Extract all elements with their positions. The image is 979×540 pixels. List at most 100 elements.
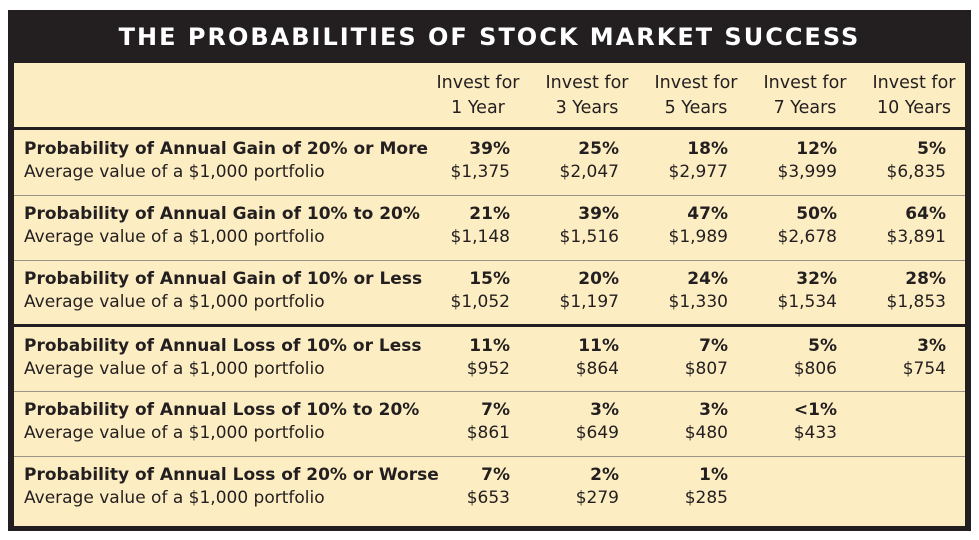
table-cell: 5% $806 bbox=[794, 335, 837, 381]
column-header-10-years: Invest for 10 Years bbox=[859, 71, 969, 121]
cell-probability: 3% bbox=[917, 336, 946, 356]
table-cell: 1% $285 bbox=[685, 464, 728, 510]
cell-value: $6,835 bbox=[886, 162, 946, 182]
table-cell: 7% $861 bbox=[467, 399, 510, 445]
header-divider bbox=[14, 127, 965, 130]
cell-probability: 3% bbox=[590, 400, 619, 420]
cell-value: $3,999 bbox=[777, 162, 837, 182]
row-label: Probability of Annual Gain of 10% or Les… bbox=[24, 268, 422, 314]
cell-probability: 28% bbox=[905, 269, 946, 289]
cell-probability: 12% bbox=[796, 139, 837, 159]
cell-value: $2,977 bbox=[668, 162, 728, 182]
column-header-line1: Invest for bbox=[654, 73, 738, 93]
cell-probability: 39% bbox=[469, 139, 510, 159]
row-title: Probability of Annual Gain of 10% to 20% bbox=[24, 204, 420, 224]
cell-value: $649 bbox=[575, 423, 619, 443]
cell-probability: 1% bbox=[699, 465, 728, 485]
table-cell: 28% $1,853 bbox=[887, 268, 946, 314]
row-label: Probability of Annual Gain of 10% to 20%… bbox=[24, 203, 420, 249]
table-cell: 21% $1,148 bbox=[451, 203, 510, 249]
table-cell: 32% $1,534 bbox=[778, 268, 837, 314]
table-cell: 20% $1,197 bbox=[560, 268, 619, 314]
column-header-line1: Invest for bbox=[872, 73, 956, 93]
row-label: Probability of Annual Loss of 10% to 20%… bbox=[24, 399, 419, 445]
cell-value: $1,330 bbox=[668, 292, 728, 312]
row-sublabel: Average value of a $1,000 portfolio bbox=[24, 162, 325, 182]
column-header-line1: Invest for bbox=[763, 73, 847, 93]
cell-value: $279 bbox=[575, 488, 619, 508]
cell-probability: 32% bbox=[796, 269, 837, 289]
cell-probability: 2% bbox=[590, 465, 619, 485]
row-label: Probability of Annual Loss of 20% or Wor… bbox=[24, 464, 439, 510]
column-header-line2: 1 Year bbox=[451, 98, 505, 118]
table-row: Probability of Annual Loss of 20% or Wor… bbox=[14, 456, 965, 516]
cell-probability: 5% bbox=[808, 336, 837, 356]
column-header-7-years: Invest for 7 Years bbox=[750, 71, 860, 121]
table-cell: 12% $3,999 bbox=[778, 138, 837, 184]
cell-value: $952 bbox=[466, 359, 510, 379]
table-cell: 3% $480 bbox=[685, 399, 728, 445]
table-cell: 39% $1,516 bbox=[560, 203, 619, 249]
table-cell: 3% $649 bbox=[576, 399, 619, 445]
table-cell: 50% $2,678 bbox=[778, 203, 837, 249]
table-panel: Invest for 1 Year Invest for 3 Years Inv… bbox=[14, 63, 965, 526]
table-frame: THE PROBABILITIES OF STOCK MARKET SUCCES… bbox=[8, 10, 971, 531]
table-row: Probability of Annual Loss of 10% or Les… bbox=[14, 327, 965, 387]
cell-value: $2,047 bbox=[559, 162, 619, 182]
table-row: Probability of Annual Gain of 10% or Les… bbox=[14, 260, 965, 320]
cell-probability: 64% bbox=[905, 204, 946, 224]
row-divider bbox=[14, 456, 965, 457]
cell-probability: 11% bbox=[578, 336, 619, 356]
table-cell: 39% $1,375 bbox=[451, 138, 510, 184]
row-title: Probability of Annual Loss of 10% or Les… bbox=[24, 336, 422, 356]
row-divider bbox=[14, 260, 965, 261]
row-title: Probability of Annual Gain of 20% or Mor… bbox=[24, 139, 428, 159]
table-cell: 18% $2,977 bbox=[669, 138, 728, 184]
table-cell: 15% $1,052 bbox=[451, 268, 510, 314]
column-header-3-years: Invest for 3 Years bbox=[532, 71, 642, 121]
table-cell: 3% $754 bbox=[903, 335, 946, 381]
cell-probability: 7% bbox=[699, 336, 728, 356]
cell-value: $480 bbox=[684, 423, 728, 443]
column-header-line2: 3 Years bbox=[555, 98, 619, 118]
cell-probability: <1% bbox=[793, 400, 837, 420]
row-label: Probability of Annual Loss of 10% or Les… bbox=[24, 335, 421, 381]
cell-probability: 5% bbox=[917, 139, 946, 159]
cell-value: $1,375 bbox=[450, 162, 510, 182]
cell-value: $1,197 bbox=[559, 292, 619, 312]
gain-loss-divider bbox=[14, 324, 965, 327]
cell-probability: 3% bbox=[699, 400, 728, 420]
cell-probability: 15% bbox=[469, 269, 510, 289]
table-row: Probability of Annual Gain of 20% or Mor… bbox=[14, 130, 965, 190]
column-header-line1: Invest for bbox=[545, 73, 629, 93]
cell-value: $2,678 bbox=[777, 227, 837, 247]
table-cell: 11% $952 bbox=[467, 335, 510, 381]
cell-value: $653 bbox=[466, 488, 510, 508]
column-header-line1: Invest for bbox=[436, 73, 520, 93]
cell-value: $1,148 bbox=[450, 227, 510, 247]
table-cell: 47% $1,989 bbox=[669, 203, 728, 249]
row-label: Probability of Annual Gain of 20% or Mor… bbox=[24, 138, 428, 184]
row-title: Probability of Annual Loss of 20% or Wor… bbox=[24, 465, 439, 485]
cell-probability: 18% bbox=[687, 139, 728, 159]
row-divider bbox=[14, 195, 965, 196]
column-header-row: Invest for 1 Year Invest for 3 Years Inv… bbox=[14, 63, 965, 129]
cell-probability: 7% bbox=[481, 400, 510, 420]
table-cell: 11% $864 bbox=[576, 335, 619, 381]
table-cell: <1% $433 bbox=[794, 399, 837, 445]
table-title: THE PROBABILITIES OF STOCK MARKET SUCCES… bbox=[118, 23, 861, 51]
row-sublabel: Average value of a $1,000 portfolio bbox=[24, 292, 325, 312]
cell-value: $285 bbox=[684, 488, 728, 508]
row-title: Probability of Annual Gain of 10% or Les… bbox=[24, 269, 423, 289]
cell-value: $754 bbox=[902, 359, 946, 379]
cell-probability: 20% bbox=[578, 269, 619, 289]
cell-probability: 11% bbox=[469, 336, 510, 356]
row-sublabel: Average value of a $1,000 portfolio bbox=[24, 488, 325, 508]
cell-value: $806 bbox=[793, 359, 837, 379]
row-sublabel: Average value of a $1,000 portfolio bbox=[24, 359, 325, 379]
column-header-line2: 10 Years bbox=[877, 98, 951, 118]
table-cell: 5% $6,835 bbox=[887, 138, 946, 184]
cell-value: $1,516 bbox=[559, 227, 619, 247]
column-header-1-year: Invest for 1 Year bbox=[423, 71, 533, 121]
cell-probability: 25% bbox=[578, 139, 619, 159]
